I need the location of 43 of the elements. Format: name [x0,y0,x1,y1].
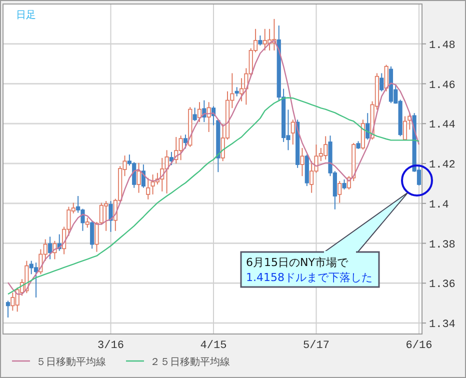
candlestick [206,102,211,133]
candlestick [52,240,57,260]
candlestick [169,151,174,166]
candlestick [338,180,342,204]
x-tick-label: 6/16 [406,340,432,352]
candlestick [234,86,239,97]
candlestick [183,134,188,150]
candlestick [48,236,52,260]
candlestick [197,102,202,123]
y-tick-label: 1.4 [429,199,450,212]
x-tick-label: 4/15 [200,340,227,352]
candlestick [290,119,295,146]
y-tick-label: 1.38 [429,239,456,252]
candlestick [85,217,90,228]
annotation: 6月15日のNY市場で [246,256,349,269]
candlestick [94,221,99,252]
legend-label: ２５日移動平均線 [150,356,230,368]
candlestick [146,177,150,200]
y-tick-label: 1.34 [429,319,456,332]
candlestick [380,72,384,92]
y-tick-label: 1.42 [429,160,456,172]
candlestick [108,200,113,232]
candlestick [342,178,346,190]
y-tick-label: 1.46 [429,80,456,92]
annotation: 1.4158ドルまで下落した [246,271,372,284]
legend-label: ５日移動平均線 [36,356,106,368]
candlestick [90,220,94,250]
x-tick-label: 3/16 [98,340,124,352]
candlestick [136,162,141,194]
candlestick [34,262,38,298]
candlestick [366,112,370,140]
x-tick-label: 5/17 [303,340,330,352]
y-tick-label: 1.44 [429,120,456,132]
candlestick [384,64,388,92]
candlestick [192,107,197,122]
y-tick-label: 1.36 [429,279,456,292]
candlestick [239,78,244,102]
candlestick [258,35,262,46]
candlestick [6,300,10,318]
y-tick-label: 1.48 [429,40,456,52]
candlestick [300,147,304,177]
candlestick [402,116,408,141]
text: 日足 [16,10,36,21]
